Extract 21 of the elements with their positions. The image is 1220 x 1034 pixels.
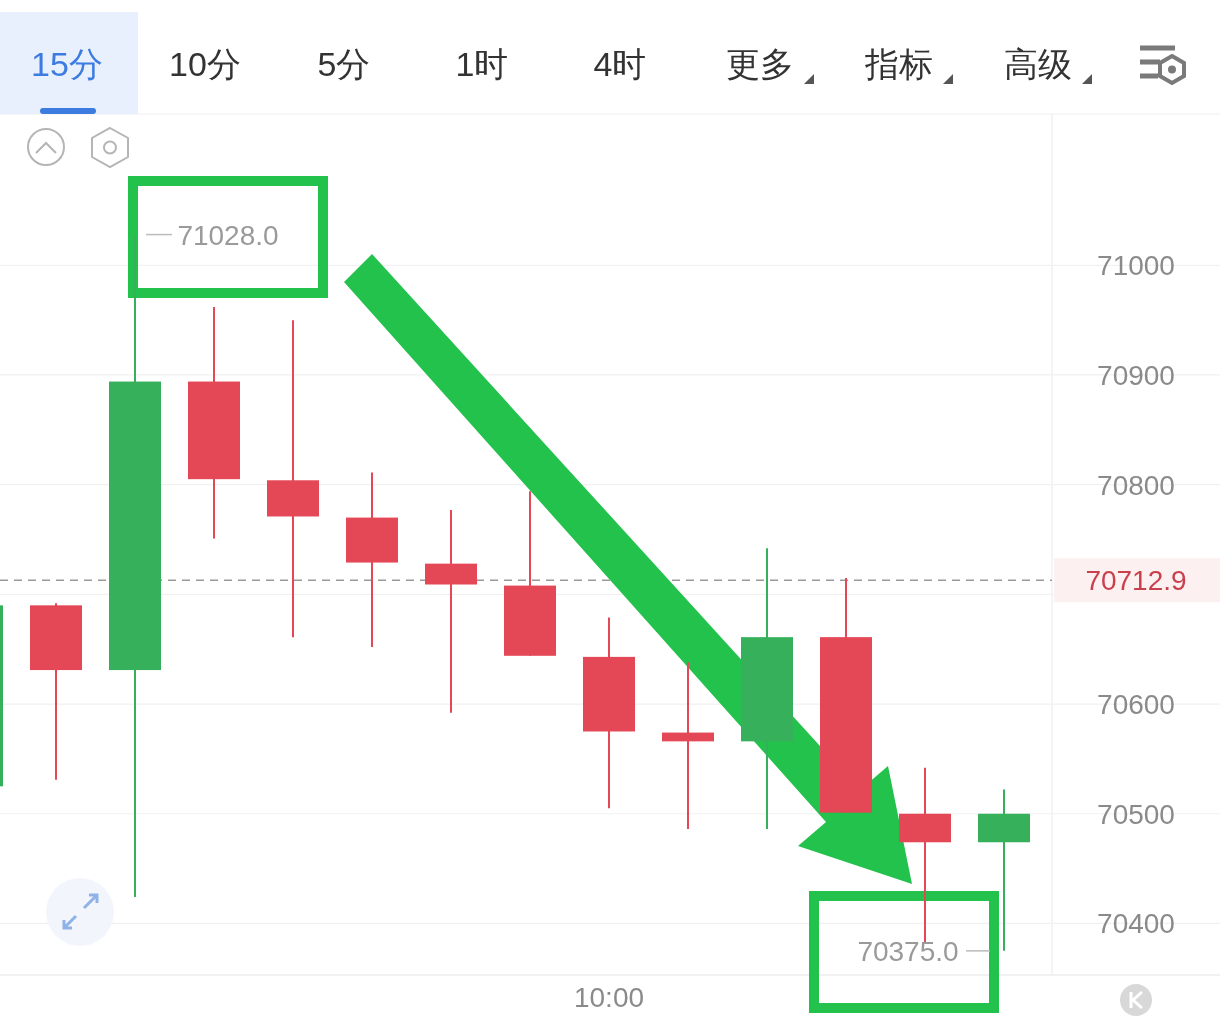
y-tick-label: 71000: [1097, 250, 1175, 282]
text: 1时: [455, 45, 509, 83]
y-tick-label: 70800: [1097, 469, 1175, 501]
text: 4时: [593, 45, 647, 83]
candlestick: [662, 661, 714, 831]
y-tick-label: 70400: [1097, 908, 1175, 940]
text: 指标: [864, 45, 933, 83]
text: 高级: [1004, 45, 1072, 83]
text: 5分: [317, 45, 371, 83]
text: 10分: [169, 45, 241, 83]
candlestick: [425, 508, 477, 714]
text: 15分: [31, 45, 103, 83]
annotation: 71028.0: [177, 219, 279, 251]
y-tick-label: 70600: [1097, 689, 1175, 721]
y-tick-label: 70900: [1097, 359, 1175, 391]
x-tick-label: 10:00: [573, 982, 645, 1013]
ref-line-label: 70712.9: [1085, 565, 1187, 597]
text: 更多: [726, 45, 794, 83]
annotation: 70375.0: [857, 935, 959, 967]
candlestick: [267, 319, 319, 639]
y-tick-label: 70500: [1097, 798, 1175, 830]
